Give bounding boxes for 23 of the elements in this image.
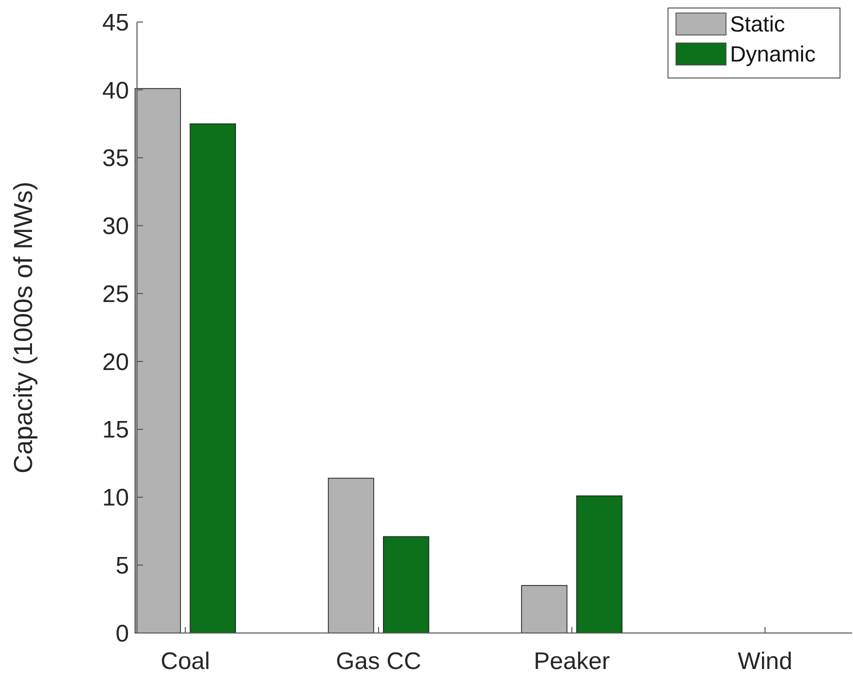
bar: [521, 585, 568, 634]
bar: [328, 478, 374, 634]
y-tick-label: 35: [102, 145, 129, 172]
y-tick-label: 15: [102, 416, 129, 444]
bar: [576, 495, 622, 634]
x-tick-label: Peaker: [534, 648, 610, 673]
y-tick-label: 25: [102, 280, 129, 308]
legend-label: Static: [730, 12, 786, 37]
y-tick-label: 45: [102, 9, 129, 36]
legend-label: Dynamic: [730, 42, 816, 67]
y-tick-label: 0: [116, 620, 129, 648]
x-tick-label: Coal: [160, 648, 210, 673]
y-tick-label: 20: [102, 348, 129, 376]
bar: [190, 123, 236, 634]
x-tick-label: Gas CC: [336, 648, 422, 673]
y-tick-label: 30: [102, 213, 129, 240]
x-tick-label: Wind: [738, 648, 792, 673]
y-tick-label: 10: [102, 484, 129, 512]
bar: [382, 536, 430, 634]
y-tick-label: 40: [102, 77, 129, 104]
y-tick-label: 5: [116, 552, 129, 580]
bar: [134, 88, 181, 634]
y-axis-title: Capacity (1000s of MWs): [8, 182, 38, 474]
